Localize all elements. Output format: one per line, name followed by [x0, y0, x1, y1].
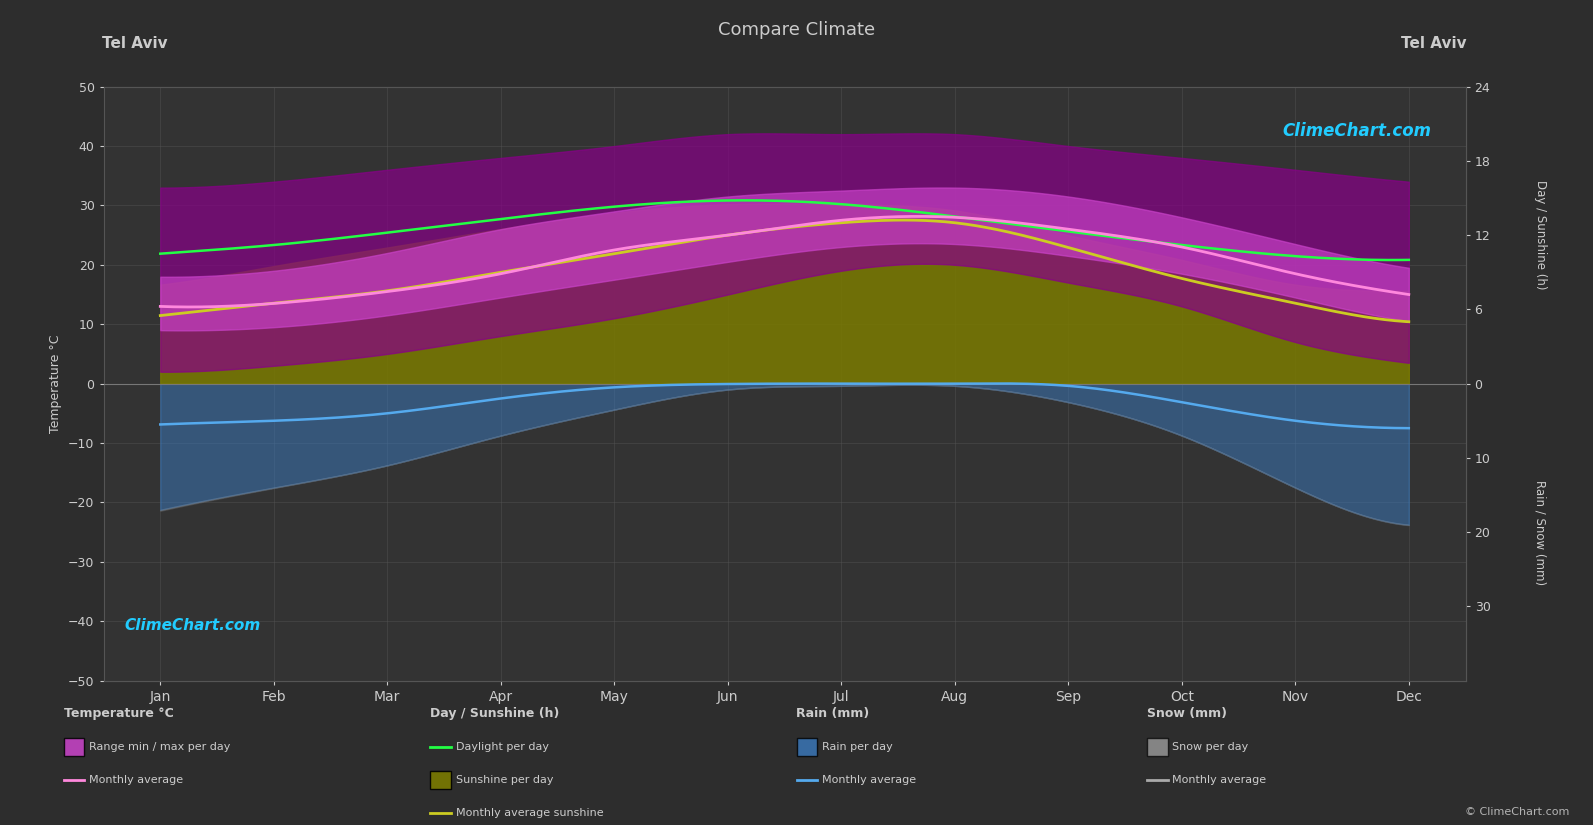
Text: ClimeChart.com: ClimeChart.com — [124, 618, 260, 633]
Text: Temperature °C: Temperature °C — [64, 707, 174, 720]
Text: Day / Sunshine (h): Day / Sunshine (h) — [1534, 181, 1547, 290]
Text: Monthly average sunshine: Monthly average sunshine — [456, 808, 604, 818]
Text: Rain per day: Rain per day — [822, 742, 892, 752]
Text: Day / Sunshine (h): Day / Sunshine (h) — [430, 707, 559, 720]
Text: Monthly average: Monthly average — [822, 775, 916, 785]
Text: Rain (mm): Rain (mm) — [796, 707, 870, 720]
Text: ClimeChart.com: ClimeChart.com — [1282, 122, 1432, 140]
Text: Daylight per day: Daylight per day — [456, 742, 548, 752]
Text: Monthly average: Monthly average — [1172, 775, 1266, 785]
Text: Snow per day: Snow per day — [1172, 742, 1249, 752]
Text: Rain / Snow (mm): Rain / Snow (mm) — [1534, 479, 1547, 585]
Text: Tel Aviv: Tel Aviv — [102, 36, 167, 51]
Text: Range min / max per day: Range min / max per day — [89, 742, 231, 752]
Text: Tel Aviv: Tel Aviv — [1402, 36, 1467, 51]
Text: Compare Climate: Compare Climate — [718, 21, 875, 39]
Text: Sunshine per day: Sunshine per day — [456, 775, 553, 785]
Text: © ClimeChart.com: © ClimeChart.com — [1464, 807, 1569, 817]
Text: Monthly average: Monthly average — [89, 775, 183, 785]
Text: Snow (mm): Snow (mm) — [1147, 707, 1227, 720]
Y-axis label: Temperature °C: Temperature °C — [49, 334, 62, 433]
